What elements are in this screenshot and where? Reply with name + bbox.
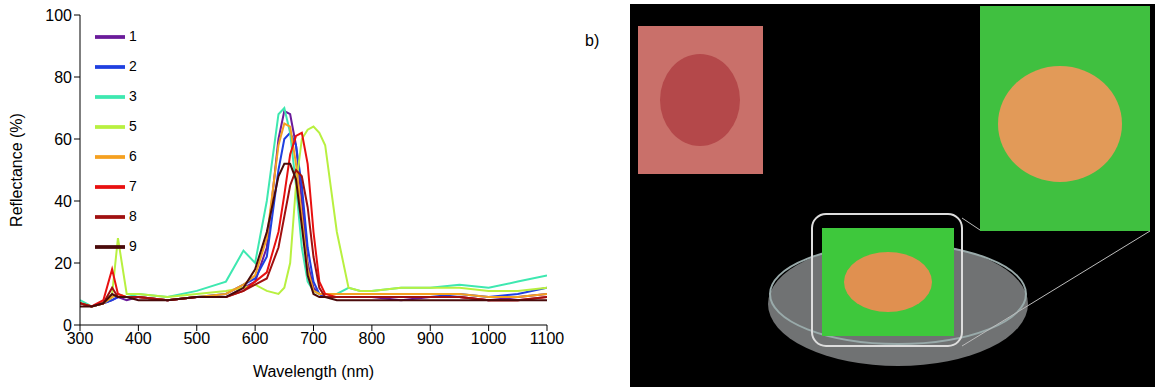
html-text:b): b): [585, 32, 600, 49]
svg-text:600: 600: [242, 330, 269, 347]
html-text:8: 8: [129, 207, 137, 224]
svg-text:0: 0: [63, 317, 72, 334]
svg-text:800: 800: [359, 330, 386, 347]
svg-text:100: 100: [45, 7, 72, 24]
svg-text:1000: 1000: [471, 330, 507, 347]
html-text:2: 2: [129, 57, 137, 74]
html-text:7: 7: [129, 177, 137, 194]
html-text:9: 9: [129, 237, 137, 254]
svg-text:20: 20: [54, 255, 72, 272]
svg-text:500: 500: [183, 330, 210, 347]
svg-text:40: 40: [54, 193, 72, 210]
html-text:6: 6: [129, 147, 137, 164]
svg-text:300: 300: [66, 330, 94, 348]
html-text:1: 1: [129, 27, 137, 44]
svg-text:400: 400: [125, 330, 152, 347]
svg-text:900: 900: [417, 330, 444, 347]
svg-text:Reflectance (%): Reflectance (%): [8, 113, 25, 227]
html-text:5: 5: [129, 117, 137, 134]
html-text:3: 3: [129, 87, 137, 104]
svg-text:1100: 1100: [530, 330, 565, 347]
svg-text:Wavelength (nm): Wavelength (nm): [253, 363, 374, 380]
svg-text:60: 60: [54, 131, 72, 148]
svg-text:80: 80: [54, 69, 72, 86]
svg-text:700: 700: [300, 330, 327, 347]
